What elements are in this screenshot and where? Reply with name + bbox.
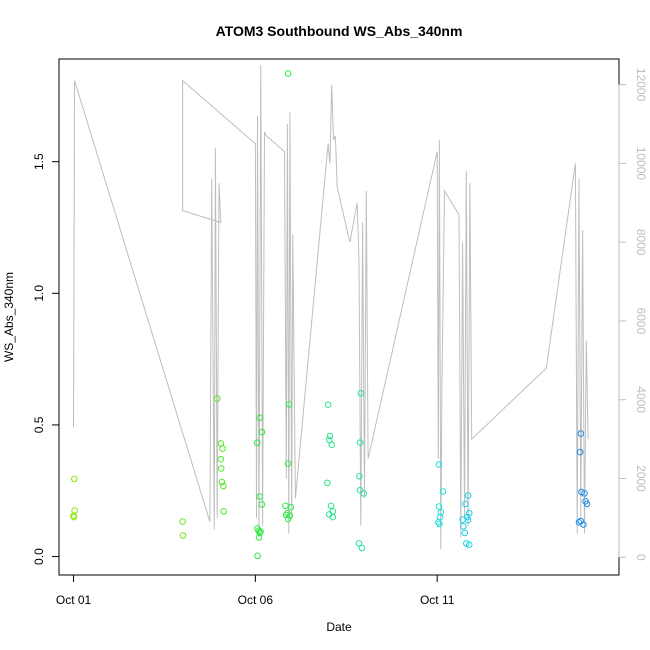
data-point	[356, 473, 363, 480]
data-point	[70, 513, 78, 521]
data-point	[258, 501, 266, 508]
data-point	[285, 401, 293, 408]
data-point	[581, 490, 588, 497]
y-tick-label: 0.0	[32, 548, 46, 565]
data-point	[355, 540, 363, 547]
data-point	[329, 508, 337, 515]
data-point	[326, 432, 334, 440]
y2-tick-label: 12000	[634, 68, 648, 102]
data-point	[465, 541, 473, 549]
y-tick-label: 0.5	[32, 416, 46, 433]
data-point	[254, 552, 261, 560]
data-point	[256, 529, 264, 537]
right-axis: 0 2000 4000 6000 8000 10000 12000	[618, 68, 648, 561]
data-point	[576, 448, 584, 456]
data-point	[324, 479, 331, 487]
data-point	[219, 445, 226, 452]
data-point	[462, 500, 469, 508]
data-point	[217, 465, 225, 472]
data-point	[179, 518, 186, 525]
data-point	[284, 70, 292, 77]
data-point	[577, 430, 585, 437]
data-point	[324, 401, 332, 409]
x-axis-label: Date	[326, 620, 352, 634]
data-point	[464, 492, 472, 499]
data-point	[284, 515, 292, 523]
x-tick-label: Oct 11	[420, 593, 455, 607]
y-tick-label: 1.5	[32, 153, 46, 170]
data-point	[437, 509, 445, 516]
data-point	[71, 507, 78, 514]
data-point	[328, 441, 336, 449]
data-point	[220, 508, 227, 515]
data-point	[329, 513, 337, 521]
data-point	[218, 478, 226, 486]
data-point	[580, 521, 587, 528]
x-tick-label: Oct 06	[238, 593, 274, 607]
data-point	[256, 414, 264, 422]
data-point	[71, 475, 78, 483]
y2-tick-label: 10000	[634, 147, 648, 181]
plot-frame	[58, 58, 620, 576]
right-axis-line-series	[73, 64, 589, 550]
data-points	[70, 70, 591, 560]
chart-title: ATOM3 Southbound WS_Abs_340nm	[216, 23, 463, 39]
data-point	[435, 503, 443, 510]
y-axis-label: WS_Abs_340nm	[2, 272, 16, 362]
data-point	[465, 509, 473, 517]
series-line	[73, 64, 589, 550]
data-point	[283, 511, 290, 519]
left-axis: 0.0 0.5 1.0 1.5	[32, 153, 60, 565]
data-point	[257, 528, 264, 535]
y2-tick-label: 2000	[634, 465, 648, 492]
data-point	[583, 500, 591, 508]
data-point	[253, 439, 261, 447]
data-point	[327, 502, 335, 510]
data-point	[220, 482, 227, 490]
data-point	[179, 532, 187, 539]
data-point	[287, 503, 295, 511]
data-point	[435, 519, 442, 526]
y2-tick-label: 4000	[634, 386, 648, 413]
data-point	[461, 529, 469, 537]
y2-tick-label: 0	[634, 554, 648, 561]
data-point	[439, 488, 447, 495]
data-point	[282, 502, 289, 510]
y2-tick-label: 6000	[634, 308, 648, 335]
y2-tick-label: 8000	[634, 229, 648, 256]
data-point	[357, 390, 365, 397]
data-point	[258, 428, 266, 436]
data-point	[256, 493, 264, 500]
data-point	[360, 490, 368, 497]
bottom-axis: Oct 01 Oct 06 Oct 11	[56, 574, 455, 607]
data-point	[255, 534, 263, 541]
data-point	[578, 488, 585, 496]
data-point	[217, 455, 225, 463]
data-point	[284, 460, 292, 467]
data-point	[436, 520, 443, 528]
data-point	[435, 461, 443, 468]
data-point	[464, 516, 472, 524]
data-point	[460, 523, 467, 530]
data-point	[356, 439, 364, 446]
data-point	[213, 395, 221, 402]
x-tick-label: Oct 01	[56, 593, 92, 607]
data-point	[358, 544, 366, 552]
y-tick-label: 1.0	[32, 285, 46, 302]
